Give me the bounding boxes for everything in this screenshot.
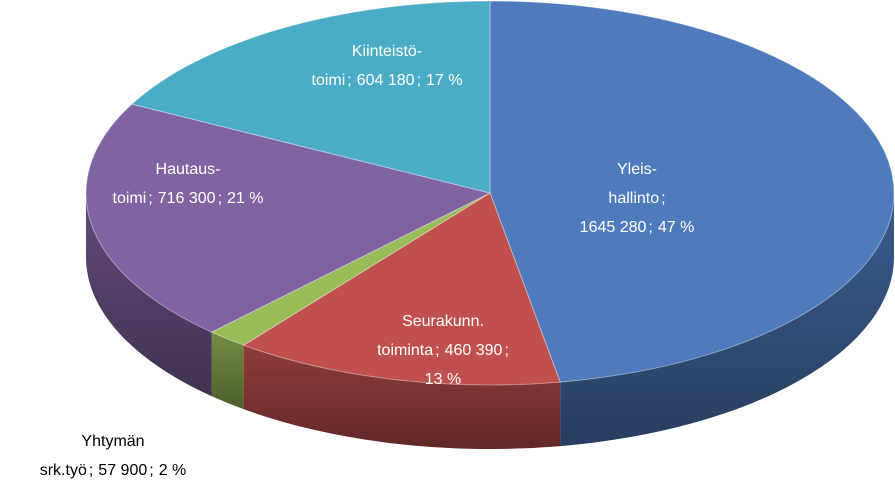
slice-side-shade [560, 193, 894, 447]
data-label: Kiinteistö-toimi; 604 180; 17 % [312, 43, 463, 89]
label-part: ; [648, 219, 652, 236]
data-label: Hautaus-toimi; 716 300; 21 % [113, 161, 264, 207]
label-part: 604 180 [357, 72, 415, 89]
label-part: ; [661, 190, 665, 207]
label-part: ; [347, 72, 351, 89]
slice [85, 103, 492, 333]
label-part: Hautaus- [156, 161, 221, 178]
label-part: toimi [312, 72, 346, 89]
label-part: ; [504, 342, 508, 359]
data-label: Seurakunn. toiminta; 460 390; 13 % [377, 313, 509, 388]
label-part: Seurakunn. [402, 313, 484, 330]
slice [489, 0, 895, 383]
label-part: Yhtymän [81, 433, 144, 450]
label-part: 13 % [425, 371, 461, 388]
label-part: ; [148, 190, 152, 207]
label-part: Kiinteistö- [352, 43, 422, 60]
slice [130, 0, 491, 194]
label-part: 1645 280 [580, 219, 647, 236]
label-part: ; [218, 190, 222, 207]
slice-side-shade [211, 332, 244, 410]
label-part: srk.työ [40, 462, 87, 479]
slice [242, 192, 561, 386]
slice-side-shade [243, 345, 561, 449]
label-part: 716 300 [158, 190, 216, 207]
label-part: ; [149, 462, 153, 479]
label-part: 2 % [159, 462, 187, 479]
label-part: 57 900 [98, 462, 147, 479]
slice [210, 192, 491, 346]
data-label: Yleis-hallinto; 1645 280; 47 % [580, 161, 695, 236]
label-part: toiminta [377, 342, 433, 359]
label-part: ; [417, 72, 421, 89]
label-part: 460 390 [445, 342, 503, 359]
data-label: Yhtymän srk.työ; 57 900; 2 % [40, 433, 187, 479]
label-part: 21 % [227, 190, 263, 207]
label-part: ; [89, 462, 93, 479]
label-part: toimi [113, 190, 147, 207]
label-part: Yleis- [617, 161, 657, 178]
label-part: ; [435, 342, 439, 359]
slice-side-shade [86, 193, 212, 397]
label-part: 17 % [426, 72, 462, 89]
label-part: hallinto [608, 190, 659, 207]
label-part: 47 % [658, 219, 694, 236]
